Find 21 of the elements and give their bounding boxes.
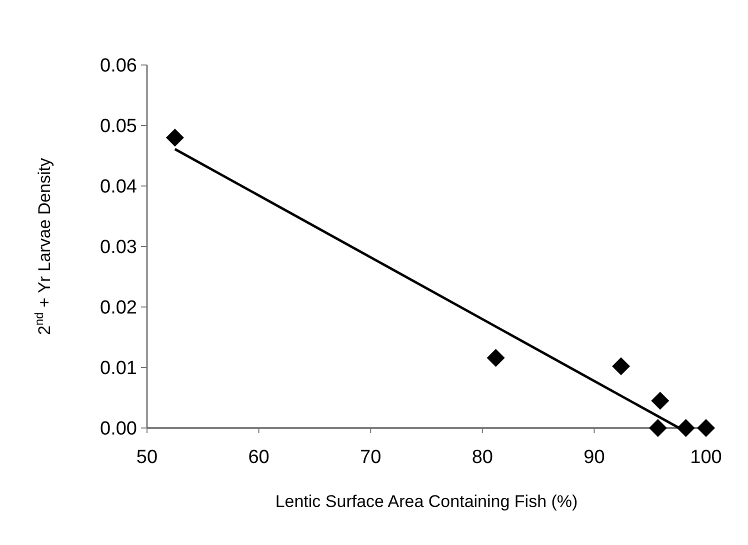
y-tick-label: 0.06 (100, 56, 137, 77)
y-tick-label: 0.03 (100, 237, 137, 258)
x-tick-label: 60 (248, 447, 270, 468)
x-axis-title: Lentic Surface Area Containing Fish (%) (275, 492, 578, 511)
point (612, 357, 630, 376)
point (697, 419, 715, 437)
y-tick-label: 0.04 (100, 176, 138, 198)
point (486, 348, 505, 367)
point (676, 419, 695, 437)
point (651, 392, 670, 410)
y-tick-label: 0.02 (100, 298, 137, 319)
point (648, 419, 667, 437)
x-tick-label: 70 (360, 447, 382, 468)
x-tick-label: 50 (136, 447, 158, 468)
y-tick-label: 0.01 (100, 358, 137, 380)
x-tick-label: 80 (472, 447, 493, 468)
x-tick-label: 90 (584, 447, 605, 468)
point (166, 128, 184, 147)
y-tick-label: 0.00 (100, 418, 137, 440)
x-tick-label: 100 (690, 447, 722, 468)
y-tick-label: 0.05 (100, 116, 137, 138)
